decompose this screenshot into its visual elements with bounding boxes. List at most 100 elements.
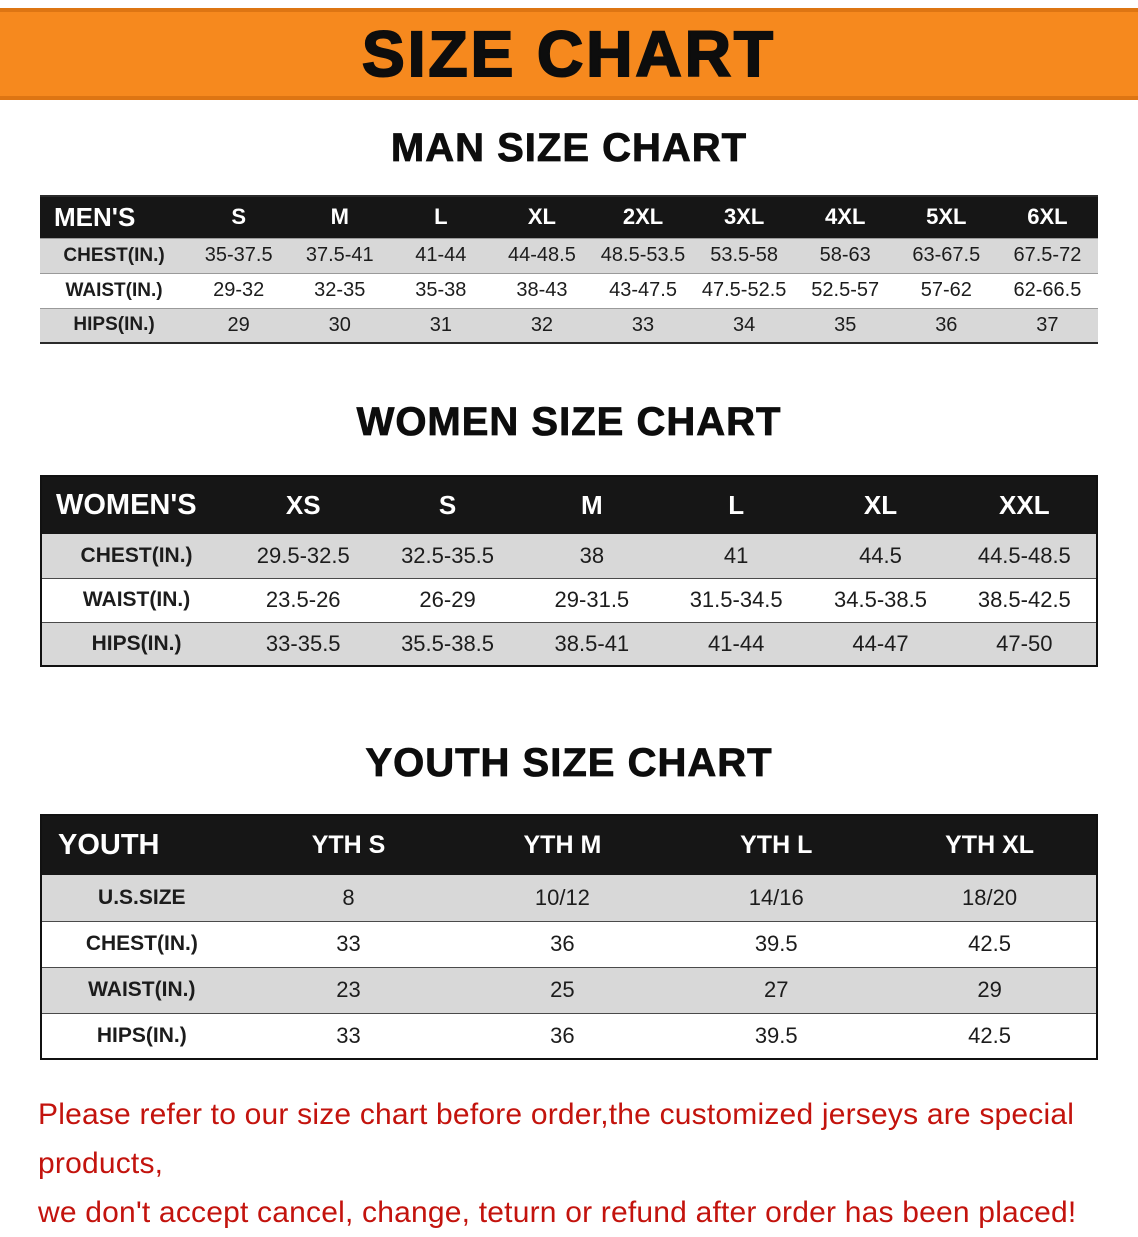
value-cell: 38 — [579, 542, 605, 568]
value-cell: 29 — [227, 313, 250, 336]
value-cell: 35-38 — [415, 279, 467, 301]
value-cell: 29-32 — [213, 279, 265, 301]
value-cell: 42.5 — [968, 931, 1011, 956]
value-cell: 38-43 — [516, 279, 568, 301]
measurement-row: CHEST(IN.) 33 36 39.5 42.5 — [41, 921, 1097, 967]
row-label: WAIST(IN.) — [88, 978, 196, 1001]
value-cell: 44-48.5 — [508, 244, 576, 266]
value-cell: 30 — [328, 313, 351, 336]
row-label: CHEST(IN.) — [85, 932, 198, 955]
measurement-row: WAIST(IN.) 23.5-26 26-29 29-31.5 31.5-34.5 34… — [41, 578, 1097, 622]
men-size-table: MEN'S S M L XL 2XL 3XL 4XL 5XL 6XL CHEST(IN.) 35-37… — [40, 195, 1098, 344]
table-header-row: YOUTH YTH S YTH M YTH L YTH XL — [41, 815, 1097, 875]
table-title: YOUTH — [41, 815, 242, 875]
size-column-header: YTH L — [669, 815, 884, 875]
value-cell: 39.5 — [754, 1022, 798, 1048]
size-column-header: 2XL — [592, 196, 694, 238]
size-chart-banner: SIZE CHART — [0, 8, 1138, 100]
row-label: U.S.SIZE — [98, 885, 186, 909]
order-notice-line2: we don't accept cancel, change, teturn o… — [38, 1196, 1077, 1229]
size-column-header: S — [188, 196, 290, 238]
value-cell: 43-47.5 — [609, 279, 677, 301]
measurement-row: CHEST(IN.) 35-37.5 37.5-41 41-44 44-48.5 48.5… — [40, 238, 1098, 273]
value-cell: 38.5-41 — [554, 630, 630, 656]
size-column-header: 5XL — [895, 196, 997, 238]
size-column-header: S — [375, 476, 520, 534]
row-label: HIPS(IN.) — [73, 314, 155, 336]
value-cell: 36 — [550, 1022, 575, 1048]
value-cell: 32.5-35.5 — [401, 542, 495, 568]
measurement-row: HIPS(IN.) 33 36 39.5 42.5 — [41, 1013, 1097, 1059]
size-column-header: XS — [231, 476, 376, 534]
order-notice: Please refer to our size chart before or… — [38, 1090, 1100, 1237]
value-cell: 39.5 — [754, 931, 798, 956]
row-label: HIPS(IN.) — [91, 631, 182, 655]
value-cell: 41-44 — [415, 244, 467, 266]
value-cell: 14/16 — [748, 884, 804, 910]
banner-title: SIZE CHART — [361, 18, 776, 90]
order-notice-line1: Please refer to our size chart before or… — [38, 1098, 1075, 1180]
size-column-header: M — [519, 476, 665, 534]
value-cell: 37.5-41 — [305, 244, 374, 266]
value-cell: 44.5-48.5 — [977, 542, 1071, 568]
measurement-row: WAIST(IN.) 29-32 32-35 35-38 38-43 43-47.5 47.… — [40, 273, 1098, 308]
size-column-header: 4XL — [794, 196, 896, 238]
size-column-header: YTH S — [241, 815, 456, 875]
row-label: HIPS(IN.) — [96, 1023, 187, 1047]
size-column-header: XXL — [952, 476, 1097, 534]
value-cell: 42.5 — [968, 1022, 1011, 1048]
value-cell: 18/20 — [962, 884, 1018, 910]
youth-size-table: YOUTH YTH S YTH M YTH L YTH XL U.S.SIZE 8 10/12… — [40, 814, 1098, 1060]
row-label: CHEST(IN.) — [63, 244, 165, 266]
value-cell: 10/12 — [534, 884, 590, 910]
table-header-row: MEN'S S M L XL 2XL 3XL 4XL 5XL 6XL — [40, 196, 1098, 238]
size-column-header: XL — [808, 476, 953, 534]
women-size-table: WOMEN'S XS S M L XL XXL CHEST(IN.) 29.5-32.5 32.5… — [40, 475, 1098, 667]
value-cell: 48.5-53.5 — [600, 244, 686, 266]
size-column-header: L — [390, 196, 492, 238]
row-label: WAIST(IN.) — [82, 588, 191, 611]
value-cell: 27 — [763, 977, 789, 1002]
value-cell: 35-37.5 — [204, 244, 273, 266]
value-cell: 29-31.5 — [554, 587, 630, 612]
value-cell: 31 — [429, 313, 452, 336]
value-cell: 23.5-26 — [265, 587, 341, 612]
measurement-row: U.S.SIZE 8 10/12 14/16 18/20 — [41, 875, 1097, 921]
value-cell: 38.5-42.5 — [977, 587, 1071, 612]
measurement-row: WAIST(IN.) 23 25 27 29 — [41, 967, 1097, 1013]
size-column-header: YTH XL — [883, 815, 1097, 875]
size-column-header: M — [289, 196, 391, 238]
value-cell: 25 — [550, 977, 575, 1002]
value-cell: 35.5-38.5 — [401, 630, 495, 656]
value-cell: 35 — [834, 313, 857, 336]
measurement-row: CHEST(IN.) 29.5-32.5 32.5-35.5 38 41 44.5 44.5… — [41, 534, 1097, 578]
value-cell: 29.5-32.5 — [256, 542, 350, 568]
measurement-row: HIPS(IN.) 33-35.5 35.5-38.5 38.5-41 41-44 44-… — [41, 622, 1097, 666]
men-section-heading: MAN SIZE CHART — [390, 126, 748, 171]
value-cell: 41 — [723, 542, 749, 568]
size-column-header: 6XL — [996, 196, 1098, 238]
size-column-header: L — [664, 476, 809, 534]
size-column-header: XL — [491, 196, 593, 238]
row-label: CHEST(IN.) — [80, 543, 193, 567]
value-cell: 32-35 — [314, 279, 366, 301]
table-title: WOMEN'S — [41, 476, 232, 534]
value-cell: 47.5-52.5 — [701, 279, 787, 301]
women-section-heading: WOMEN SIZE CHART — [356, 400, 782, 445]
size-column-header: 3XL — [693, 196, 795, 238]
value-cell: 34.5-38.5 — [834, 587, 927, 612]
value-cell: 36 — [550, 931, 575, 956]
row-label: WAIST(IN.) — [65, 279, 163, 301]
value-cell: 33-35.5 — [265, 630, 341, 656]
value-cell: 41-44 — [708, 630, 765, 656]
value-cell: 52.5-57 — [811, 279, 880, 301]
value-cell: 23 — [336, 977, 361, 1002]
value-cell: 53.5-58 — [710, 244, 779, 266]
value-cell: 34 — [733, 313, 756, 336]
value-cell: 37 — [1036, 313, 1059, 336]
value-cell: 32 — [530, 313, 554, 336]
size-column-header: YTH M — [455, 815, 670, 875]
value-cell: 44.5 — [859, 542, 902, 568]
value-cell: 58-63 — [819, 244, 871, 266]
